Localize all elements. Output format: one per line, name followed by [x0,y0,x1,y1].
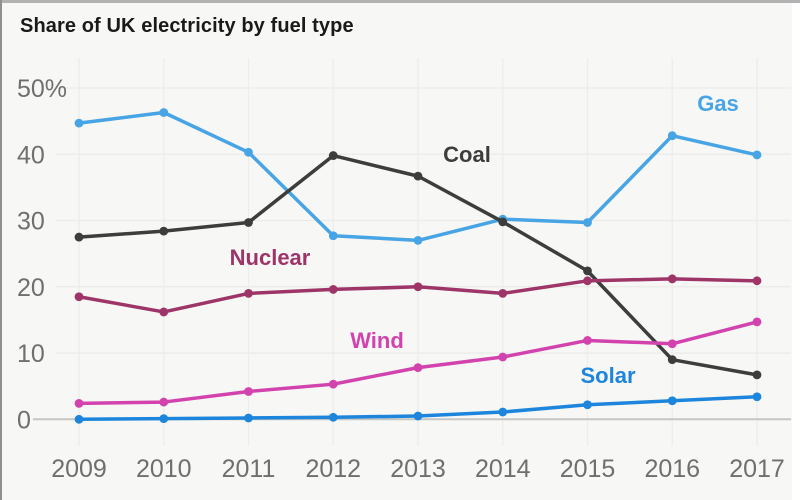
y-tick-label: 0 [17,406,31,434]
data-point-wind [413,363,423,373]
data-point-nuclear [74,292,84,302]
x-tick-label: 2011 [222,455,276,483]
data-point-solar [74,414,84,424]
series-label-solar: Solar [580,363,635,388]
data-point-nuclear [244,289,253,298]
data-point-gas [667,131,677,141]
x-tick-label: 2013 [390,455,446,483]
x-tick-label: 2010 [136,455,192,483]
data-point-coal [498,217,508,227]
data-point-coal [413,171,423,181]
data-point-nuclear [328,285,338,294]
x-tick-label: 2014 [475,455,531,483]
data-point-wind [667,339,677,349]
data-point-gas [583,218,592,227]
window-left-strip [0,0,2,500]
data-point-solar [583,400,592,410]
data-point-solar [244,413,253,423]
y-tick-label: 40 [17,141,45,169]
data-point-coal [159,226,169,236]
data-point-gas [413,235,423,245]
data-point-wind [159,397,169,407]
data-point-coal [328,151,338,160]
data-point-coal [752,370,762,380]
data-point-wind [328,379,338,389]
data-point-gas [244,147,253,157]
data-point-solar [159,414,169,424]
data-point-gas [159,108,169,117]
series-label-coal: Coal [443,142,491,167]
x-tick-label: 2015 [560,455,616,483]
data-point-gas [752,150,762,160]
data-point-wind [74,398,84,408]
y-tick-label: 20 [17,274,45,302]
y-tick-label: 30 [17,208,45,236]
data-point-nuclear [667,274,677,284]
data-point-gas [328,231,338,241]
data-point-coal [74,232,84,242]
y-tick-label: 10 [17,340,45,368]
data-point-solar [328,412,338,422]
series-label-gas: Gas [697,91,739,116]
data-point-gas [74,118,84,128]
data-point-nuclear [752,276,762,286]
y-tick-label: 50% [17,75,67,103]
x-tick-label: 2009 [51,455,107,483]
data-point-nuclear [498,289,508,298]
data-point-nuclear [413,282,423,292]
x-tick-label: 2012 [305,455,361,483]
data-point-solar [413,411,423,421]
data-point-solar [752,392,762,402]
data-point-wind [752,317,762,327]
data-point-coal [583,266,592,276]
data-point-wind [498,352,508,362]
data-point-wind [244,387,253,396]
data-point-nuclear [159,307,169,317]
data-point-solar [498,407,508,417]
series-label-wind: Wind [350,328,404,353]
data-point-nuclear [583,276,592,286]
chart-title: Share of UK electricity by fuel type [20,15,354,37]
data-point-wind [583,336,592,345]
x-tick-label: 2016 [644,455,700,483]
window-top-strip [0,0,800,3]
x-tick-label: 2017 [729,455,785,483]
data-point-coal [667,355,677,365]
data-point-coal [244,218,253,227]
data-point-solar [667,396,677,406]
series-label-nuclear: Nuclear [230,245,311,270]
